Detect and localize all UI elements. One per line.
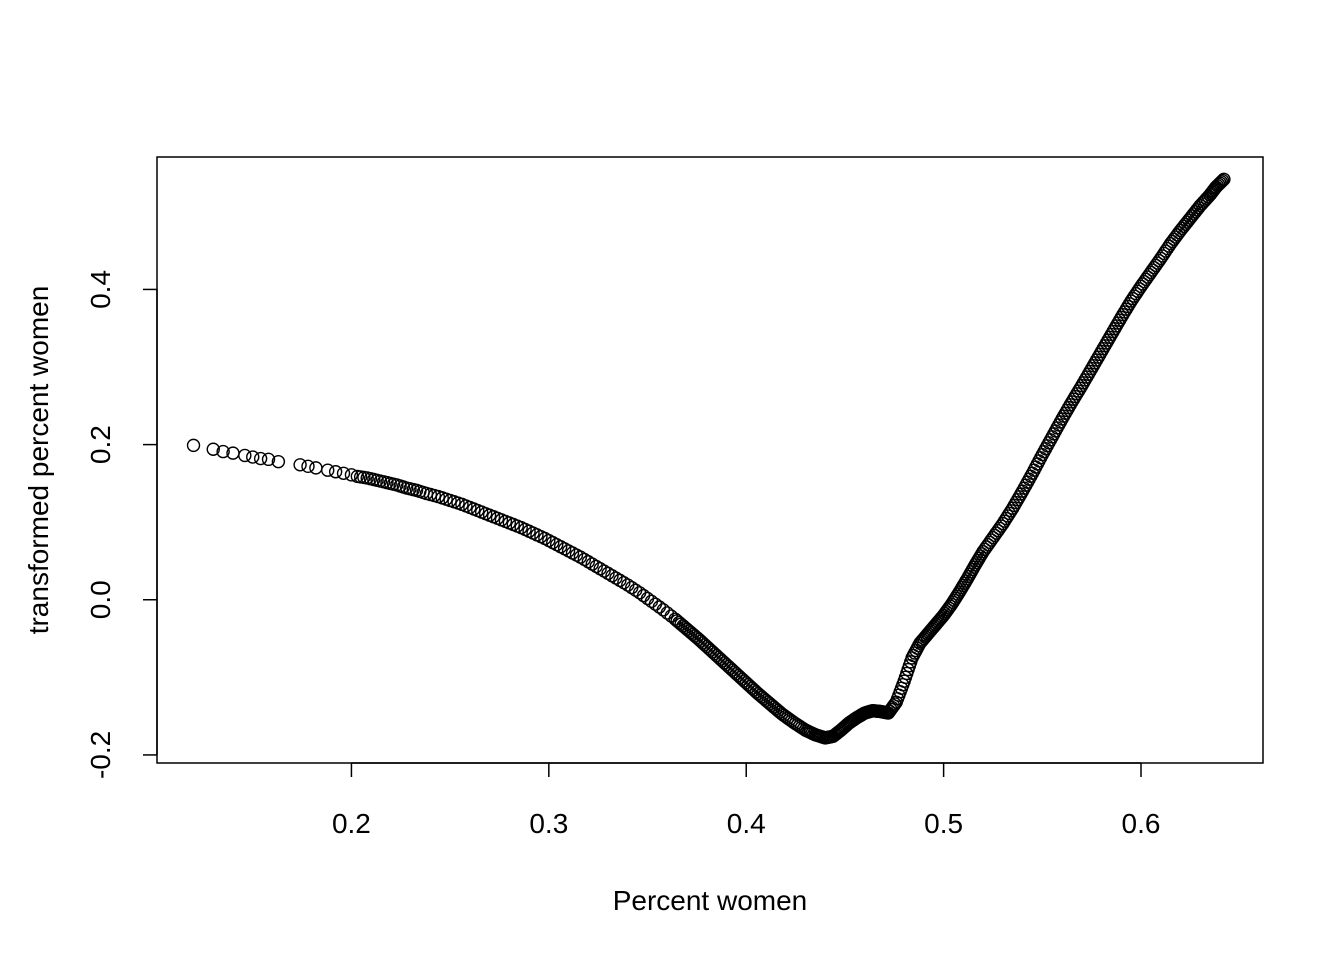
y-tick-label: 0.0	[85, 580, 116, 619]
data-point	[344, 468, 359, 482]
data-point	[1213, 176, 1227, 190]
data-point	[293, 458, 307, 472]
data-point	[261, 452, 276, 467]
data-point	[238, 448, 252, 463]
data-point	[648, 597, 663, 611]
data-point	[1214, 175, 1228, 189]
data-point	[206, 442, 220, 456]
x-tick-label: 0.5	[924, 808, 963, 839]
data-point	[301, 459, 315, 474]
data-point	[336, 466, 351, 481]
x-axis-label: Percent women	[613, 885, 808, 916]
data-point	[246, 450, 260, 464]
data-point	[660, 606, 674, 620]
data-point	[886, 699, 901, 713]
x-axis: 0.2 0.3 0.4 0.5 0.6	[332, 762, 1161, 839]
data-point	[253, 451, 268, 466]
y-tick-label: 0.4	[85, 270, 116, 309]
x-tick-label: 0.2	[332, 808, 371, 839]
plot-frame	[156, 156, 1264, 764]
data-points	[186, 172, 1231, 745]
data-point	[1217, 172, 1231, 186]
x-tick-label: 0.3	[529, 808, 568, 839]
data-point	[321, 463, 335, 477]
y-axis-label: transformed percent women	[23, 286, 54, 635]
data-point	[216, 444, 230, 459]
y-axis: -0.2 0.0 0.2 0.4	[85, 270, 158, 779]
data-point	[1215, 173, 1230, 188]
x-tick-label: 0.4	[727, 808, 766, 839]
data-point	[652, 600, 667, 614]
x-tick-label: 0.6	[1122, 808, 1161, 839]
data-point	[309, 461, 323, 475]
y-tick-label: 0.2	[85, 425, 116, 464]
data-point	[640, 591, 655, 606]
data-point	[656, 603, 671, 617]
data-point	[271, 454, 286, 469]
data-point	[644, 594, 659, 609]
y-tick-label: -0.2	[85, 731, 116, 779]
data-point	[328, 465, 343, 479]
data-point	[186, 438, 201, 453]
